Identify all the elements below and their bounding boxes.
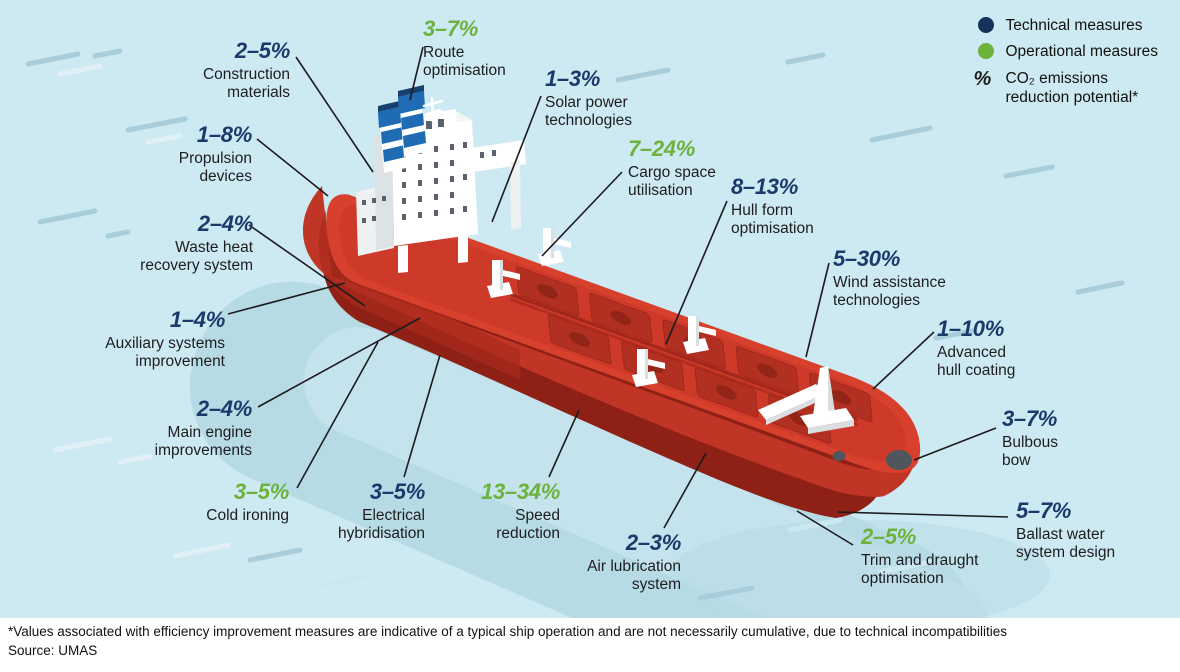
footnote: *Values associated with efficiency impro… bbox=[8, 624, 1008, 639]
deck-pipes bbox=[510, 297, 859, 427]
legend-item-operational: Operational measures bbox=[974, 42, 1159, 61]
leader-line-auxiliary-systems-improvement bbox=[227, 282, 346, 315]
leader-line-propulsion-devices bbox=[256, 138, 329, 197]
leader-line-cold-ironing bbox=[296, 341, 379, 489]
deck-derricks bbox=[487, 228, 716, 387]
leader-line-air-lubrication-system bbox=[663, 452, 707, 529]
leader-line-ballast-water-system-design bbox=[837, 511, 1009, 518]
leader-line-trim-and-draught-optimisation bbox=[796, 510, 854, 546]
leader-line-wind-assistance-technologies bbox=[805, 262, 830, 358]
leader-line-advanced-hull-coating bbox=[872, 331, 935, 390]
leader-line-waste-heat-recovery-system bbox=[248, 224, 366, 307]
legend-label: Operational measures bbox=[1005, 43, 1159, 61]
leader-line-construction-materials bbox=[295, 56, 374, 173]
legend-label: CO₂ emissions reduction potential* bbox=[1005, 69, 1139, 107]
operational-dot-icon bbox=[977, 43, 994, 60]
bow-mast bbox=[758, 366, 854, 434]
legend-item-percent: % CO₂ emissions reduction potential* bbox=[974, 69, 1159, 108]
leader-line-main-engine-improvements bbox=[257, 317, 421, 408]
leader-line-solar-power-technologies bbox=[491, 95, 542, 223]
hawse-hole bbox=[832, 451, 846, 461]
legend-label: Technical measures bbox=[1005, 17, 1143, 34]
legend-item-technical: Technical measures bbox=[974, 16, 1159, 35]
bulbous-bow-opening bbox=[886, 450, 912, 470]
legend: Technical measures Operational measures … bbox=[974, 16, 1159, 115]
leader-lines bbox=[227, 46, 1009, 546]
funnel-right bbox=[398, 85, 426, 157]
deck-pipes bbox=[509, 292, 858, 422]
funnel-left bbox=[378, 100, 406, 173]
leader-line-electrical-hybridisation bbox=[403, 354, 441, 478]
leader-line-route-optimisation bbox=[409, 46, 424, 101]
leader-line-hull-form-optimisation bbox=[665, 200, 728, 345]
footer: *Values associated with efficiency impro… bbox=[0, 618, 1180, 672]
leader-line-speed-reduction bbox=[548, 409, 580, 478]
source: Source: UMAS bbox=[8, 642, 98, 658]
radar-mast bbox=[422, 96, 444, 144]
leader-line-cargo-space-utilisation bbox=[541, 171, 623, 257]
ship-superstructure bbox=[356, 85, 526, 273]
leader-line-bulbous-bow bbox=[913, 427, 997, 461]
technical-dot-icon bbox=[977, 17, 994, 33]
ship-stern-shade bbox=[318, 210, 520, 380]
percent-icon: % bbox=[973, 67, 992, 90]
